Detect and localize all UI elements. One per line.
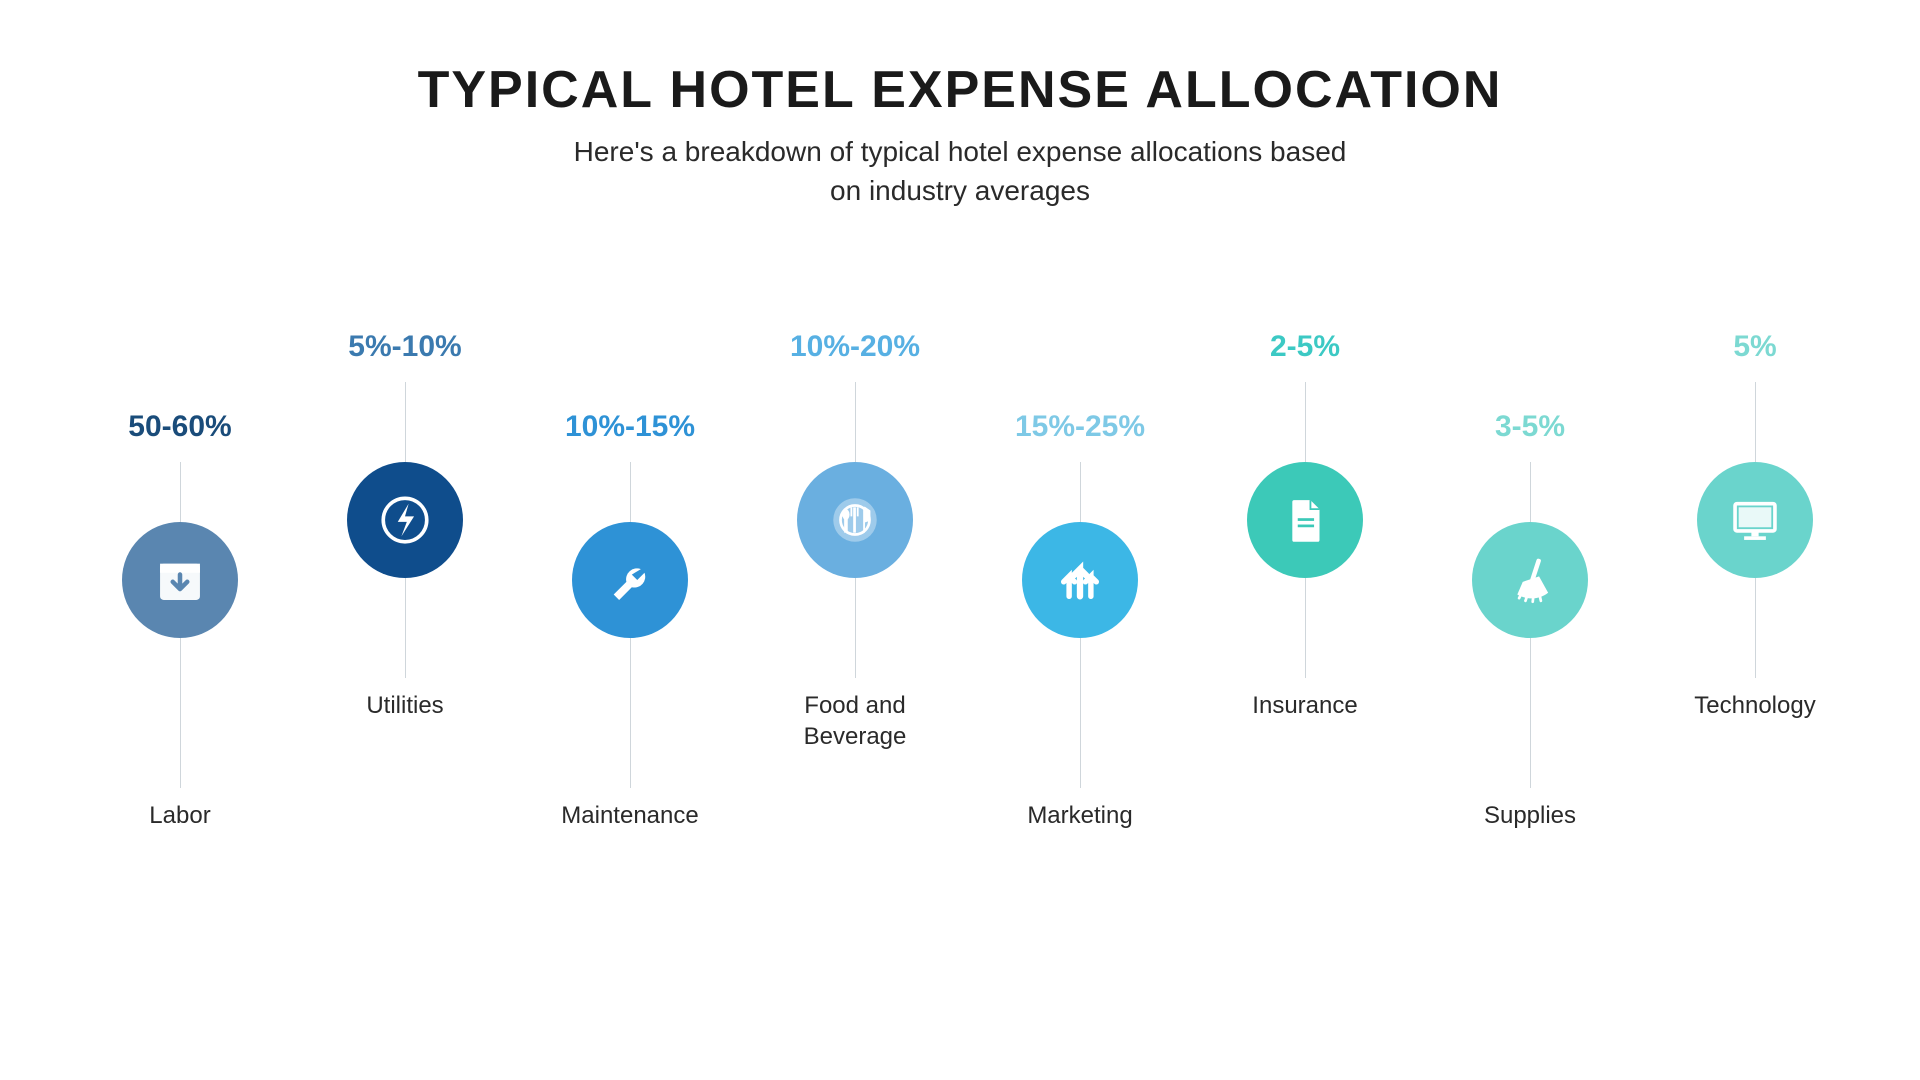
monitor-icon (1726, 491, 1784, 549)
expense-icon-circle (1472, 522, 1588, 638)
connector-line-bottom (405, 578, 406, 678)
expense-label: Marketing (980, 800, 1180, 831)
expense-label: Labor (80, 800, 280, 831)
connector-line-top (180, 462, 181, 522)
subtitle-line-1: Here's a breakdown of typical hotel expe… (574, 136, 1347, 167)
wrench-icon (601, 551, 659, 609)
expense-percent: 50-60% (80, 410, 280, 444)
expense-item: 50-60% Labor (80, 410, 280, 831)
expense-item: 5%-10% Utilities (305, 330, 505, 721)
connector-line-bottom (855, 578, 856, 678)
expense-icon-circle (797, 462, 913, 578)
connector-line-top (630, 462, 631, 522)
expense-icon-circle (122, 522, 238, 638)
connector-line-bottom (1080, 638, 1081, 788)
box-down-icon (151, 551, 209, 609)
connector-line-bottom (630, 638, 631, 788)
connector-line-top (405, 382, 406, 462)
page-subtitle: Here's a breakdown of typical hotel expe… (0, 132, 1920, 210)
expense-icon-circle (1022, 522, 1138, 638)
connector-line-top (1305, 382, 1306, 462)
connector-line-bottom (1305, 578, 1306, 678)
expense-percent: 10%-20% (755, 330, 955, 364)
expense-label: Technology (1655, 690, 1855, 721)
connector-line-bottom (180, 638, 181, 788)
expense-label: Food and Beverage (755, 690, 955, 752)
expense-label: Supplies (1430, 800, 1630, 831)
expense-item: 10%-20% Food and Beverage (755, 330, 955, 752)
document-icon (1276, 491, 1334, 549)
connector-line-top (1080, 462, 1081, 522)
expense-item: 10%-15% Maintenance (530, 410, 730, 831)
header: TYPICAL HOTEL EXPENSE ALLOCATION Here's … (0, 0, 1920, 210)
page-title: TYPICAL HOTEL EXPENSE ALLOCATION (0, 60, 1920, 120)
arrows-up-icon (1051, 551, 1109, 609)
expense-label: Insurance (1205, 690, 1405, 721)
expense-percent: 15%-25% (980, 410, 1180, 444)
expense-icon-circle (1247, 462, 1363, 578)
expense-item: 15%-25% Marketing (980, 410, 1180, 831)
expense-percent: 2-5% (1205, 330, 1405, 364)
expense-item: 5% Technology (1655, 330, 1855, 721)
cutlery-icon (826, 491, 884, 549)
expense-percent: 5% (1655, 330, 1855, 364)
connector-line-bottom (1755, 578, 1756, 678)
expense-icon-circle (572, 522, 688, 638)
expense-label: Maintenance (530, 800, 730, 831)
bolt-icon (376, 491, 434, 549)
broom-icon (1501, 551, 1559, 609)
expense-chart: 50-60% Labor 5%-10% Utilities 10%-15% Mainten… (60, 300, 1860, 980)
expense-item: 3-5% Supplies (1430, 410, 1630, 831)
connector-line-top (855, 382, 856, 462)
connector-line-bottom (1530, 638, 1531, 788)
subtitle-line-2: on industry averages (830, 175, 1090, 206)
expense-icon-circle (1697, 462, 1813, 578)
expense-item: 2-5% Insurance (1205, 330, 1405, 721)
connector-line-top (1755, 382, 1756, 462)
connector-line-top (1530, 462, 1531, 522)
expense-percent: 10%-15% (530, 410, 730, 444)
expense-label: Utilities (305, 690, 505, 721)
expense-percent: 5%-10% (305, 330, 505, 364)
expense-icon-circle (347, 462, 463, 578)
expense-percent: 3-5% (1430, 410, 1630, 444)
